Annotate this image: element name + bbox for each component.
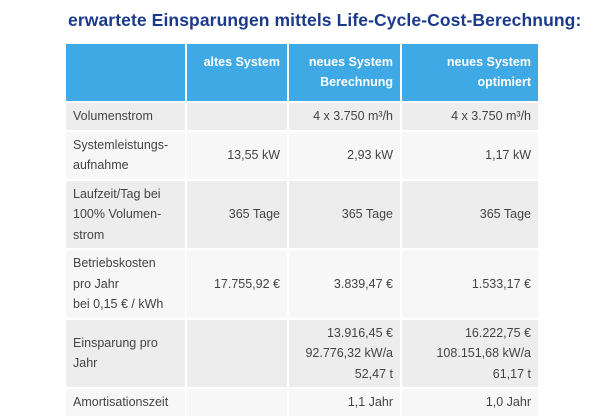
row-label: Einsparung pro Jahr	[66, 317, 187, 388]
cell-neu: 3.839,47 €	[288, 248, 402, 319]
header-neues-system-optimiert: neues System optimiert	[401, 44, 538, 102]
table-row-einsparung: Einsparung pro Jahr 13.916,45 € 92.776,32…	[66, 317, 538, 388]
cell-opt: 365 Tage	[401, 178, 538, 249]
cell-alt: 17.755,92 €	[186, 248, 289, 319]
cell-neu: 1,1 Jahr	[288, 387, 402, 416]
cell-opt: 16.222,75 € 108.151,68 kW/a 61,17 t	[401, 317, 538, 388]
lcc-table: altes System neues System Berechnung neue…	[66, 44, 538, 416]
einsparung-neu-euro: 13.916,45 €	[326, 325, 393, 340]
table-row-systemleistung: Systemleistungs-aufnahme 13,55 kW 2,93 k…	[66, 129, 538, 180]
cell-alt: 365 Tage	[186, 178, 289, 249]
cell-alt	[186, 101, 289, 131]
cell-neu: 13.916,45 € 92.776,32 kW/a 52,47 t	[288, 317, 402, 388]
page-title: erwartete Einsparungen mittels Life-Cycl…	[68, 10, 582, 30]
cell-neu: 4 x 3.750 m³/h	[288, 101, 402, 131]
cell-opt: 1.533,17 €	[401, 248, 538, 319]
table-row-betriebskosten: Betriebskosten pro Jahr bei 0,15 € / kWh 1…	[66, 248, 538, 319]
row-label: Laufzeit/Tag bei 100% Volumen-strom	[66, 178, 187, 249]
einsparung-opt-co2: 61,17 t	[492, 366, 531, 381]
header-neues-system-berechnung: neues System Berechnung	[288, 44, 402, 102]
table-row-amortisation: Amortisationszeit 1,1 Jahr 1,0 Jahr	[66, 387, 538, 416]
cell-opt: 1,17 kW	[401, 129, 538, 180]
row-label: Betriebskosten pro Jahr bei 0,15 € / kWh	[66, 248, 187, 319]
einsparung-opt-euro: 16.222,75 €	[464, 325, 531, 340]
cell-opt: 4 x 3.750 m³/h	[401, 101, 538, 131]
cell-alt	[186, 317, 289, 388]
cell-alt	[186, 387, 289, 416]
einsparung-neu-co2: 52,47 t	[354, 366, 393, 381]
row-label: Systemleistungs-aufnahme	[66, 129, 187, 180]
cell-alt: 13,55 kW	[186, 129, 289, 180]
row-label: Volumenstrom	[66, 101, 187, 131]
einsparung-opt-kw: 108.151,68 kW/a	[436, 346, 531, 360]
header-empty	[66, 44, 187, 102]
table-row-laufzeit: Laufzeit/Tag bei 100% Volumen-strom 365 T…	[66, 178, 538, 249]
table-header-row: altes System neues System Berechnung neue…	[66, 44, 538, 102]
einsparung-neu-kw: 92.776,32 kW/a	[305, 346, 393, 360]
cell-neu: 2,93 kW	[288, 129, 402, 180]
row-label: Amortisationszeit	[66, 387, 187, 416]
table-row-volumenstrom: Volumenstrom 4 x 3.750 m³/h 4 x 3.750 m³…	[66, 101, 538, 131]
cell-opt: 1,0 Jahr	[401, 387, 538, 416]
header-altes-system: altes System	[186, 44, 289, 102]
cell-neu: 365 Tage	[288, 178, 402, 249]
